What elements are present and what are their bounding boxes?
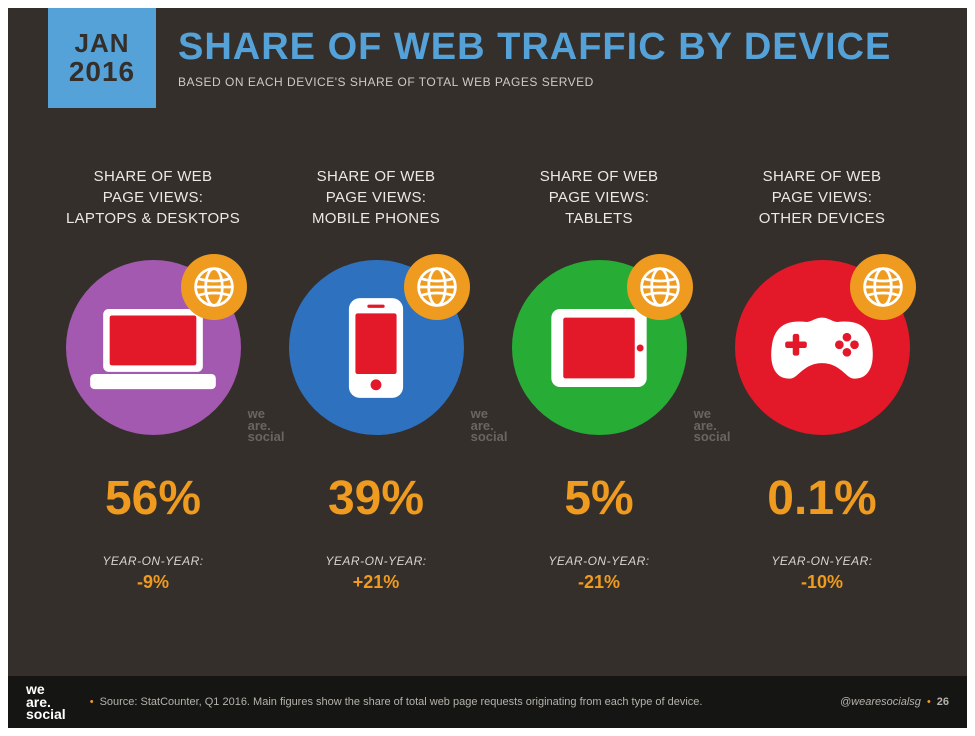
metric-column: SHARE OF WEB PAGE VIEWS: MOBILE PHONES .h…	[271, 166, 481, 593]
metric-label: SHARE OF WEB PAGE VIEWS: TABLETS	[540, 166, 659, 238]
globe-badge	[627, 254, 693, 320]
metric-label: SHARE OF WEB PAGE VIEWS: LAPTOPS & DESKT…	[66, 166, 240, 238]
metrics-columns: SHARE OF WEB PAGE VIEWS: LAPTOPS & DESKT…	[48, 166, 927, 593]
globe-badge	[404, 254, 470, 320]
footer-logo: we are. social	[26, 683, 66, 721]
metric-value: 5%	[564, 471, 633, 526]
metric-value: 56%	[105, 471, 201, 526]
metric-label: SHARE OF WEB PAGE VIEWS: OTHER DEVICES	[759, 166, 885, 238]
metric-column: SHARE OF WEB PAGE VIEWS: LAPTOPS & DESKT…	[48, 166, 258, 593]
yoy-value: +21%	[353, 572, 400, 593]
yoy-value: -21%	[578, 572, 620, 593]
globe-icon	[191, 264, 237, 310]
date-year: 2016	[69, 57, 135, 86]
metric-column: SHARE OF WEB PAGE VIEWS: TABLETS .hole{fi…	[494, 166, 704, 593]
yoy-label: YEAR-ON-YEAR:	[325, 554, 426, 568]
footer-handle: @wearesocialsg	[840, 696, 921, 708]
footer-source: Source: StatCounter, Q1 2016. Main figur…	[100, 696, 703, 708]
yoy-value: -9%	[137, 572, 169, 593]
yoy-value: -10%	[801, 572, 843, 593]
metric-icon-wrap: .hole{fill:#e3192a}	[735, 260, 910, 435]
slide-title: SHARE OF WEB TRAFFIC BY DEVICE	[178, 26, 947, 69]
date-month: JAN	[74, 30, 129, 57]
slide-subtitle: BASED ON EACH DEVICE'S SHARE OF TOTAL WE…	[178, 75, 947, 89]
globe-icon	[637, 264, 683, 310]
bullet-icon: •	[927, 696, 931, 708]
header: SHARE OF WEB TRAFFIC BY DEVICE BASED ON …	[178, 26, 947, 89]
metric-icon-wrap: .hole{fill:#2e72bf}weare.social	[289, 260, 464, 435]
metric-icon-wrap: .hole{fill:#27ad36}weare.social	[512, 260, 687, 435]
globe-icon	[860, 264, 906, 310]
globe-icon	[414, 264, 460, 310]
metric-label: SHARE OF WEB PAGE VIEWS: MOBILE PHONES	[312, 166, 440, 238]
yoy-label: YEAR-ON-YEAR:	[771, 554, 872, 568]
metric-value: 39%	[328, 471, 424, 526]
globe-badge	[850, 254, 916, 320]
yoy-label: YEAR-ON-YEAR:	[548, 554, 649, 568]
metric-value: 0.1%	[767, 471, 876, 526]
metric-icon-wrap: .hole{fill:#a359b0}weare.social	[66, 260, 241, 435]
page-number: 26	[937, 696, 949, 708]
globe-badge	[181, 254, 247, 320]
date-badge: JAN 2016	[48, 8, 156, 108]
bullet-icon: •	[90, 696, 94, 708]
metric-column: SHARE OF WEB PAGE VIEWS: OTHER DEVICES .h…	[717, 166, 927, 593]
footer: we are. social • Source: StatCounter, Q1…	[8, 676, 967, 728]
yoy-label: YEAR-ON-YEAR:	[102, 554, 203, 568]
